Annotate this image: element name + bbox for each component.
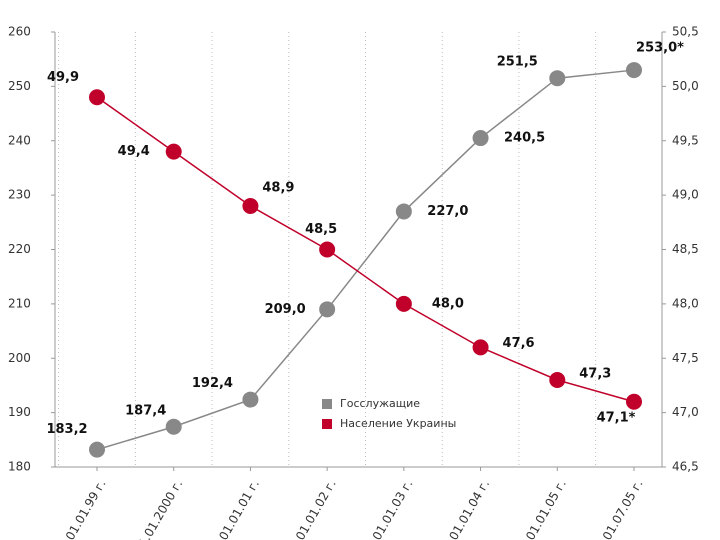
series-line (96, 96, 635, 403)
y-tick-label: 180 (8, 460, 31, 474)
y-tick-label: 230 (8, 188, 31, 202)
value-label: 240,5 (504, 131, 545, 146)
point (549, 372, 566, 388)
value-label: 47,1* (597, 410, 636, 425)
legend-label: Население Украины (340, 417, 456, 430)
y-tick-label: 250 (8, 79, 31, 93)
y-tick-label: 190 (8, 405, 31, 419)
y2-tick-label: 46,5 (672, 460, 699, 474)
value-label: 251,5 (497, 55, 538, 70)
value-label: 47,6 (503, 336, 535, 351)
y2-tick-label: 47,5 (672, 351, 699, 365)
point (165, 418, 182, 435)
x-tick-label: 01.01.02 г. (293, 477, 339, 540)
x-tick-label: 01.01.01 г. (216, 477, 262, 540)
y-tick-label: 240 (8, 133, 31, 147)
point (395, 295, 412, 312)
point (472, 339, 489, 356)
point (626, 62, 642, 79)
value-label: 187,4 (125, 403, 166, 418)
y2-tick-label: 49,0 (672, 188, 699, 202)
y-tick-label: 210 (8, 296, 31, 310)
value-label: 49,4 (118, 144, 150, 159)
point (319, 301, 336, 318)
point (242, 391, 259, 408)
y2-tick-label: 48,5 (672, 242, 699, 256)
point (626, 393, 642, 410)
x-tick-label: 01.01.2000 г. (132, 477, 185, 540)
y2-tick-label: 49,5 (672, 133, 699, 147)
x-tick-label: 01.01.05 г. (523, 477, 569, 540)
value-label: 209,0 (265, 302, 306, 317)
value-label: 183,2 (46, 422, 87, 437)
x-tick-label: 01.01.04 г. (446, 477, 492, 540)
value-label: 47,3 (579, 367, 611, 382)
value-label: 48,9 (262, 181, 294, 196)
value-label: 49,9 (47, 70, 79, 85)
point (242, 198, 259, 214)
point (472, 130, 489, 147)
value-label: 48,5 (305, 222, 337, 237)
value-label: 227,0 (427, 204, 468, 219)
point (165, 143, 182, 160)
legend-swatch (322, 399, 332, 409)
y2-tick-label: 47,0 (672, 405, 699, 419)
legend-label: Госслужащие (340, 397, 420, 410)
point (395, 203, 412, 220)
x-tick-label: 01.07.05 г. (600, 477, 646, 540)
value-label: 253,0* (636, 41, 684, 56)
point (319, 241, 336, 258)
x-tick-label: 01.01.99 г. (63, 477, 109, 540)
series-line (96, 69, 635, 451)
value-label: 48,0 (432, 296, 464, 311)
y-tick-label: 200 (8, 351, 31, 365)
x-tick-label: 01.01.03 г. (370, 477, 416, 540)
point (89, 89, 105, 106)
y-tick-label: 220 (8, 242, 31, 256)
y2-tick-label: 48,0 (672, 296, 699, 310)
y2-tick-label: 50,0 (672, 79, 699, 93)
y2-tick-label: 50,5 (672, 25, 699, 39)
y-tick-label: 260 (8, 25, 31, 39)
point (549, 70, 566, 87)
point (89, 441, 105, 458)
legend-swatch (322, 419, 332, 429)
value-label: 192,4 (192, 376, 233, 391)
